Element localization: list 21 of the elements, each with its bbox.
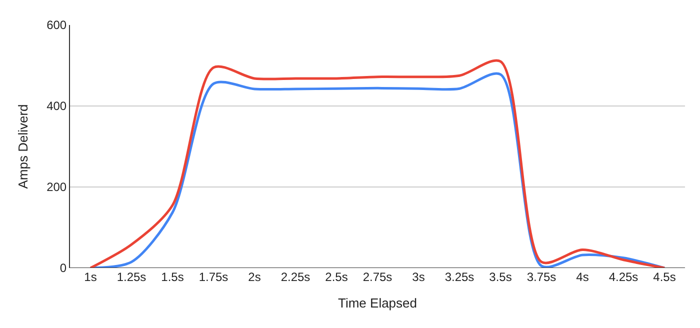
y-axis-title: Amps Deliverd	[16, 104, 31, 189]
y-tick-label: 200	[46, 180, 67, 194]
x-tick-label: 1.5s	[161, 270, 184, 284]
x-tick-label: 2.5s	[325, 270, 348, 284]
x-axis-title: Time Elapsed	[338, 296, 417, 311]
x-tick-label: 4.5s	[653, 270, 676, 284]
x-tick-label: 3.75s	[526, 270, 556, 284]
x-tick-label: 2.25s	[280, 270, 310, 284]
y-tick-label: 600	[46, 18, 67, 32]
x-tick-label: 3s	[412, 270, 425, 284]
x-tick-label: 1.25s	[116, 270, 146, 284]
x-tick-label: 2s	[248, 270, 261, 284]
x-tick-label: 3.25s	[444, 270, 474, 284]
x-tick-label: 2.75s	[362, 270, 392, 284]
x-tick-label: 1.75s	[198, 270, 228, 284]
x-tick-label: 4.25s	[608, 270, 638, 284]
y-tick-label: 400	[46, 99, 67, 114]
x-tick-label: 3.5s	[489, 270, 512, 284]
x-tick-label: 4s	[576, 270, 589, 284]
y-tick-label: 0	[60, 261, 67, 276]
x-tick-label: 1s	[84, 270, 97, 284]
